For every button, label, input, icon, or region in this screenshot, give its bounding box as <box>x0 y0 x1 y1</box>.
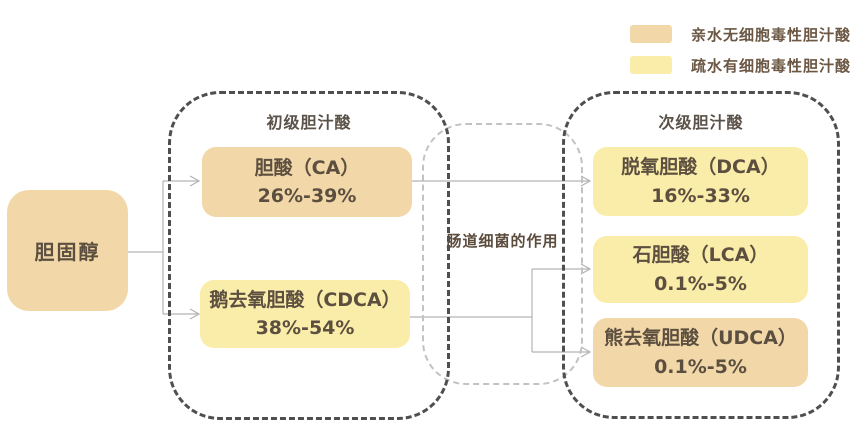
node-cholesterol-label: 胆固醇 <box>34 240 101 264</box>
primary-bile-acids-container: 初级胆汁酸 <box>168 91 450 420</box>
node-ca-range: 26%-39% <box>257 185 357 207</box>
node-udca: 熊去氧胆酸（UDCA） 0.1%-5% <box>593 318 808 387</box>
node-cholesterol: 胆固醇 <box>7 190 128 311</box>
arrowhead-lca <box>580 263 592 275</box>
legend-item-hydrophobic: 疏水有细胞毒性胆汁酸 <box>630 53 850 77</box>
node-cdca-name: 鹅去氧胆酸（CDCA） <box>209 288 401 311</box>
node-lca: 石胆酸（LCA） 0.1%-5% <box>593 236 808 303</box>
legend-label-hydrophilic: 亲水无细胞毒性胆汁酸 <box>691 25 850 44</box>
node-cdca: 鹅去氧胆酸（CDCA） 38%-54% <box>200 280 410 348</box>
arrowhead-ca <box>189 175 201 187</box>
arrowhead-dca <box>580 175 592 187</box>
legend-swatch-hydrophilic-icon <box>630 25 672 43</box>
secondary-bile-acids-title: 次级胆汁酸 <box>658 113 744 132</box>
node-dca-name: 脱氧胆酸（DCA） <box>621 156 780 178</box>
node-lca-name: 石胆酸（LCA） <box>632 244 769 266</box>
legend-label-hydrophobic: 疏水有细胞毒性胆汁酸 <box>691 56 850 75</box>
legend-swatch-hydrophobic-icon <box>630 56 672 74</box>
node-lca-range: 0.1%-5% <box>654 272 747 295</box>
node-ca-name: 胆酸（CA） <box>254 156 360 179</box>
arrowhead-udca <box>580 346 592 358</box>
intestinal-bacteria-container: 肠道细菌的作用 <box>422 123 583 385</box>
node-cdca-range: 38%-54% <box>255 317 355 339</box>
node-dca: 脱氧胆酸（DCA） 16%-33% <box>593 147 808 216</box>
primary-bile-acids-title: 初级胆汁酸 <box>266 113 352 132</box>
arrowhead-cdca <box>189 308 201 320</box>
legend-item-hydrophilic: 亲水无细胞毒性胆汁酸 <box>630 22 850 46</box>
node-dca-range: 16%-33% <box>651 184 750 207</box>
node-ca: 胆酸（CA） 26%-39% <box>202 147 412 217</box>
legend: 亲水无细胞毒性胆汁酸 疏水有细胞毒性胆汁酸 <box>630 22 850 84</box>
node-udca-range: 0.1%-5% <box>654 355 747 378</box>
secondary-bile-acids-container: 次级胆汁酸 <box>562 91 840 419</box>
intestinal-bacteria-label: 肠道细菌的作用 <box>446 232 559 250</box>
node-udca-name: 熊去氧胆酸（UDCA） <box>604 327 797 349</box>
